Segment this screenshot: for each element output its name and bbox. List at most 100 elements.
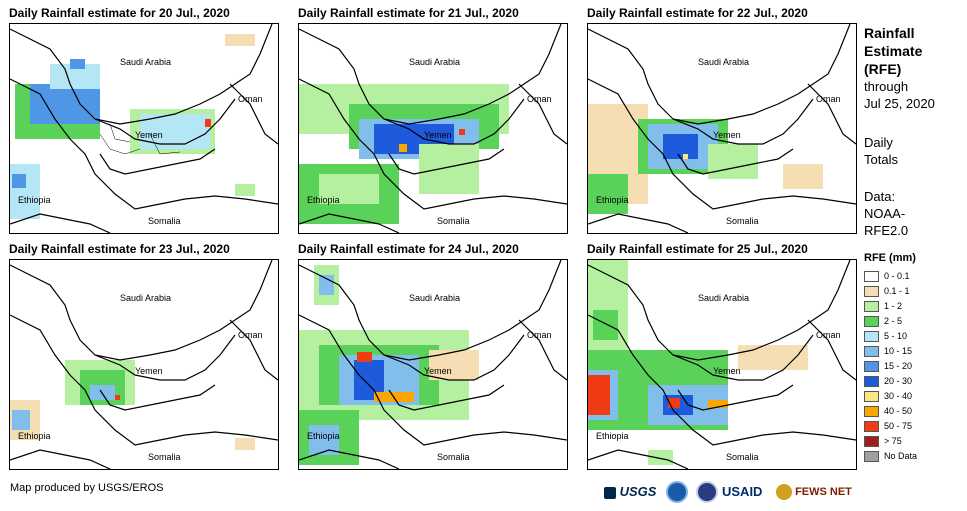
coastline — [299, 24, 567, 233]
coastline — [10, 24, 278, 233]
coastline — [10, 260, 278, 469]
coastline — [588, 24, 856, 233]
rainfall-overlay — [588, 260, 808, 465]
label-somalia: Somalia — [726, 216, 759, 226]
credit-text: Map produced by USGS/EROS — [10, 482, 164, 494]
sidebar-daily: Daily Totals — [864, 134, 898, 168]
label-ethiopia: Ethiopia — [18, 195, 51, 205]
label-ethiopia: Ethiopia — [596, 431, 629, 441]
rainfall-map — [10, 260, 278, 469]
legend-label: 5 - 10 — [884, 331, 908, 341]
data-line-2: NOAA- — [864, 206, 906, 221]
legend-swatch — [864, 391, 879, 402]
label-somalia: Somalia — [437, 216, 470, 226]
legend-swatch — [864, 376, 879, 387]
label-saudi-arabia: Saudi Arabia — [409, 57, 461, 67]
label-yemen: Yemen — [135, 130, 163, 140]
admin-boundaries — [99, 123, 181, 155]
label-oman: Oman — [816, 330, 841, 340]
legend-label: 1 - 2 — [884, 301, 903, 311]
rainfall-map — [588, 24, 856, 233]
legend-label: > 75 — [884, 436, 902, 446]
legend-label: 0.1 - 1 — [884, 286, 910, 296]
usgs-logo-text: USGS — [619, 484, 657, 499]
label-saudi-arabia: Saudi Arabia — [698, 57, 750, 67]
legend-label: 15 - 20 — [884, 361, 913, 371]
legend-swatch — [864, 286, 879, 297]
label-saudi-arabia: Saudi Arabia — [120, 57, 172, 67]
panel-title-4: Daily Rainfall estimate for 23 Jul., 202… — [9, 242, 230, 256]
map-panel-20-jul: Saudi Arabia Oman Yemen Ethiopia Somalia — [9, 23, 279, 234]
panel-title-3: Daily Rainfall estimate for 22 Jul., 202… — [587, 6, 808, 20]
usaid-logo-text: USAID — [722, 484, 763, 499]
label-oman: Oman — [527, 94, 552, 104]
label-somalia: Somalia — [148, 216, 181, 226]
map-panel-24-jul: Saudi Arabia Oman Yemen Ethiopia Somalia — [298, 259, 568, 470]
usgs-wave-icon — [604, 486, 616, 499]
title-line-1: Rainfall — [864, 25, 915, 41]
legend-label: 2 - 5 — [884, 316, 903, 326]
panel-title-2: Daily Rainfall estimate for 21 Jul., 202… — [298, 6, 519, 20]
label-oman: Oman — [238, 330, 263, 340]
label-yemen: Yemen — [713, 130, 741, 140]
usaid-logo: USAID — [722, 480, 762, 504]
rainfall-map — [299, 24, 567, 233]
panel-title-5: Daily Rainfall estimate for 24 Jul., 202… — [298, 242, 519, 256]
legend-swatch — [864, 271, 879, 282]
through-date: Jul 25, 2020 — [864, 96, 935, 111]
label-somalia: Somalia — [726, 452, 759, 462]
legend-swatch — [864, 406, 879, 417]
label-oman: Oman — [816, 94, 841, 104]
legend-label: 30 - 40 — [884, 391, 913, 401]
data-line-1: Data: — [864, 189, 896, 204]
label-ethiopia: Ethiopia — [596, 195, 629, 205]
legend-label: 0 - 0.1 — [884, 271, 910, 281]
dhs-seal-icon — [696, 481, 718, 503]
rainfall-overlay — [299, 84, 509, 224]
map-panel-21-jul: Saudi Arabia Oman Yemen Ethiopia Somalia — [298, 23, 568, 234]
label-ethiopia: Ethiopia — [307, 195, 340, 205]
rainfall-map — [588, 260, 856, 469]
map-panel-22-jul: Saudi Arabia Oman Yemen Ethiopia Somalia — [587, 23, 857, 234]
fews-net-logo: FEWS NET — [776, 480, 852, 504]
label-ethiopia: Ethiopia — [18, 431, 51, 441]
legend-swatch — [864, 451, 879, 462]
legend-swatch — [864, 421, 879, 432]
through-label: through — [864, 79, 909, 94]
legend-title: RFE (mm) — [864, 252, 916, 264]
rainfall-map — [10, 24, 278, 233]
label-yemen: Yemen — [424, 130, 452, 140]
sidebar-data-source: Data: NOAA- RFE2.0 — [864, 188, 908, 239]
legend-swatch — [864, 331, 879, 342]
label-yemen: Yemen — [135, 366, 163, 376]
data-line-3: RFE2.0 — [864, 223, 909, 238]
map-panel-25-jul: Saudi Arabia Oman Yemen Ethiopia Somalia — [587, 259, 857, 470]
sidebar-title: Rainfall Estimate (RFE) through Jul 25, … — [864, 24, 935, 112]
noaa-logo-icon — [666, 481, 688, 503]
label-oman: Oman — [527, 330, 552, 340]
label-saudi-arabia: Saudi Arabia — [409, 293, 461, 303]
legend-swatch — [864, 436, 879, 447]
label-ethiopia: Ethiopia — [307, 431, 340, 441]
label-saudi-arabia: Saudi Arabia — [120, 293, 172, 303]
logo-strip: USGS USAID FEWS NET — [604, 478, 854, 506]
coastline — [299, 260, 567, 469]
rainfall-overlay — [10, 34, 255, 219]
legend-label: 40 - 50 — [884, 406, 913, 416]
label-yemen: Yemen — [713, 366, 741, 376]
label-saudi-arabia: Saudi Arabia — [698, 293, 750, 303]
legend-swatch — [864, 316, 879, 327]
legend-label: 20 - 30 — [884, 376, 913, 386]
legend-label: 10 - 15 — [884, 346, 913, 356]
rainfall-map — [299, 260, 567, 469]
daily-line-1: Daily — [864, 135, 893, 150]
fews-logo-text: FEWS NET — [795, 486, 852, 498]
label-oman: Oman — [238, 94, 263, 104]
label-somalia: Somalia — [437, 452, 470, 462]
legend-swatch — [864, 346, 879, 357]
daily-line-2: Totals — [864, 152, 898, 167]
legend-swatch — [864, 361, 879, 372]
label-yemen: Yemen — [424, 366, 452, 376]
fews-globe-icon — [776, 484, 792, 501]
legend-label: 50 - 75 — [884, 421, 913, 431]
